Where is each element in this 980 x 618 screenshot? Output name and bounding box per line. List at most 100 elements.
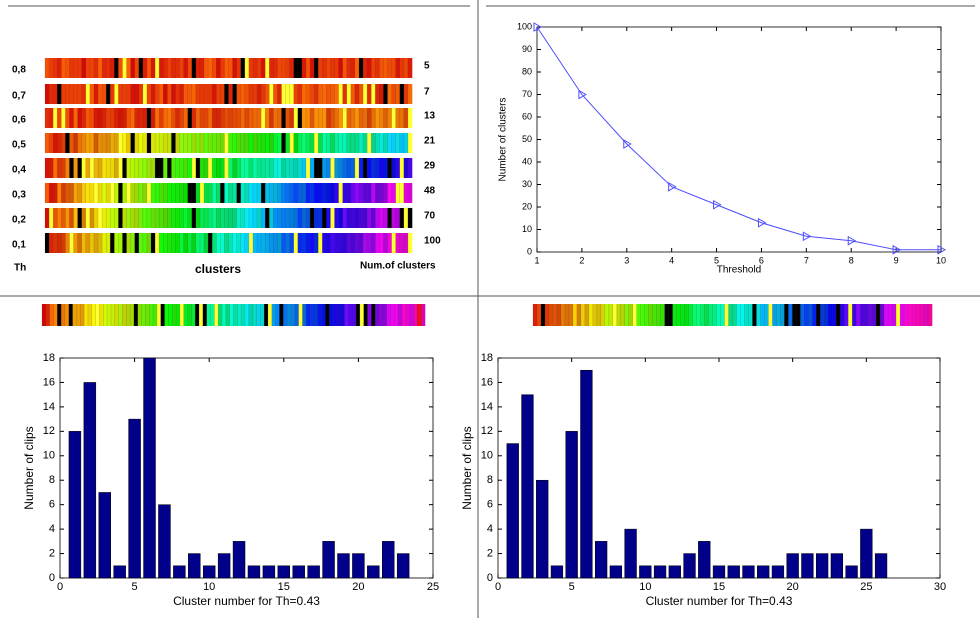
strip-cell [289,84,295,104]
strip-cell [346,133,352,153]
strip-cell [600,304,606,326]
strip-cell [310,108,315,128]
strip-cell [199,158,205,178]
bar [874,553,888,579]
y-tick-label: 12 [481,425,493,437]
strip-cell [49,183,54,203]
strip-cell [301,158,307,178]
strip-cell [224,58,229,78]
strip-cell [326,208,331,228]
strip-cell [322,208,327,228]
strip-cell [352,304,357,326]
strip-cell [85,233,91,253]
strip-cell [334,58,339,78]
strip-cell [216,208,221,228]
bar [232,541,246,579]
strip-cell [342,208,348,228]
strip-cell [98,183,103,203]
strip-cell [900,304,905,326]
strip-cell [269,84,274,104]
strip-cell [118,58,123,78]
strip-cell [114,58,119,78]
strip-cell [187,183,193,203]
strip-cell [224,84,229,104]
y-tick-label: 40 [522,156,532,166]
strip-cell [224,233,229,253]
strip-cell [228,108,233,128]
strip-cell [126,108,131,128]
strip-cell [155,108,160,128]
strip-cell [804,304,809,326]
strip-cell [383,108,388,128]
bar [845,565,858,579]
strip-cell [65,58,70,78]
strip-cell [836,304,841,326]
strip-cell [61,208,66,228]
strip-cell [780,304,785,326]
strip-cell [540,304,546,326]
strip-cell [151,84,156,104]
strip-cell [118,183,123,203]
strip-cell [155,233,160,253]
strip-cell [164,304,169,326]
strip-cell [208,233,213,253]
strip-cell [73,233,78,253]
strip-cell [252,208,258,228]
strip-cell [212,58,217,78]
strip-cell [756,304,761,326]
y-tick-label: 10 [522,224,532,234]
strip-cell [228,133,233,153]
strip-cell [648,304,653,326]
strip-cell [155,183,160,203]
bar [396,553,410,579]
x-tick-label: 20 [787,581,799,593]
strip-cell [257,108,262,128]
strip-cell [346,158,352,178]
strip-cell [171,233,176,253]
strip-cell [342,133,348,153]
y-tick-label: 8 [487,474,493,486]
strip-cell [338,58,343,78]
strip-cell [252,58,258,78]
strip-cell [273,233,278,253]
strip-cell [89,58,95,78]
strip-cell [45,208,50,228]
strip-cell [106,58,111,78]
strip-cell [318,233,323,253]
strip-cell [297,108,303,128]
strip-cell [236,133,242,153]
strip-cell [195,108,201,128]
strip-cell [65,84,70,104]
strip-cell [305,84,311,104]
strip-cell [204,133,209,153]
strip-cell [159,133,164,153]
strip-cell [301,183,307,203]
strip-cell [89,233,95,253]
strip-cell [338,208,343,228]
strip-cell [103,304,108,326]
strip-cell [387,208,392,228]
y-tick-label: 2 [49,547,55,559]
strip-cell [297,208,303,228]
strip-cell [171,84,176,104]
strip-cell [73,158,78,178]
strip-cell [199,304,204,326]
strip-cell [281,133,286,153]
x-tick-label: 7 [804,255,809,265]
strip-cell [81,133,87,153]
strip-cell [576,304,582,326]
cluster-count: 29 [424,161,436,172]
strip-cell [106,84,111,104]
strip-cell [700,304,705,326]
strip-cell [244,58,250,78]
strip-cell [134,84,140,104]
x-tick-label: 0 [495,581,501,593]
bar [830,553,844,579]
strip-cell [354,233,360,253]
strip-cell [225,304,230,326]
cluster-count: 100 [424,236,441,247]
strip-cell [118,158,123,178]
strip-cell [261,133,266,153]
strip-cell [134,233,140,253]
strip-cell [155,208,160,228]
